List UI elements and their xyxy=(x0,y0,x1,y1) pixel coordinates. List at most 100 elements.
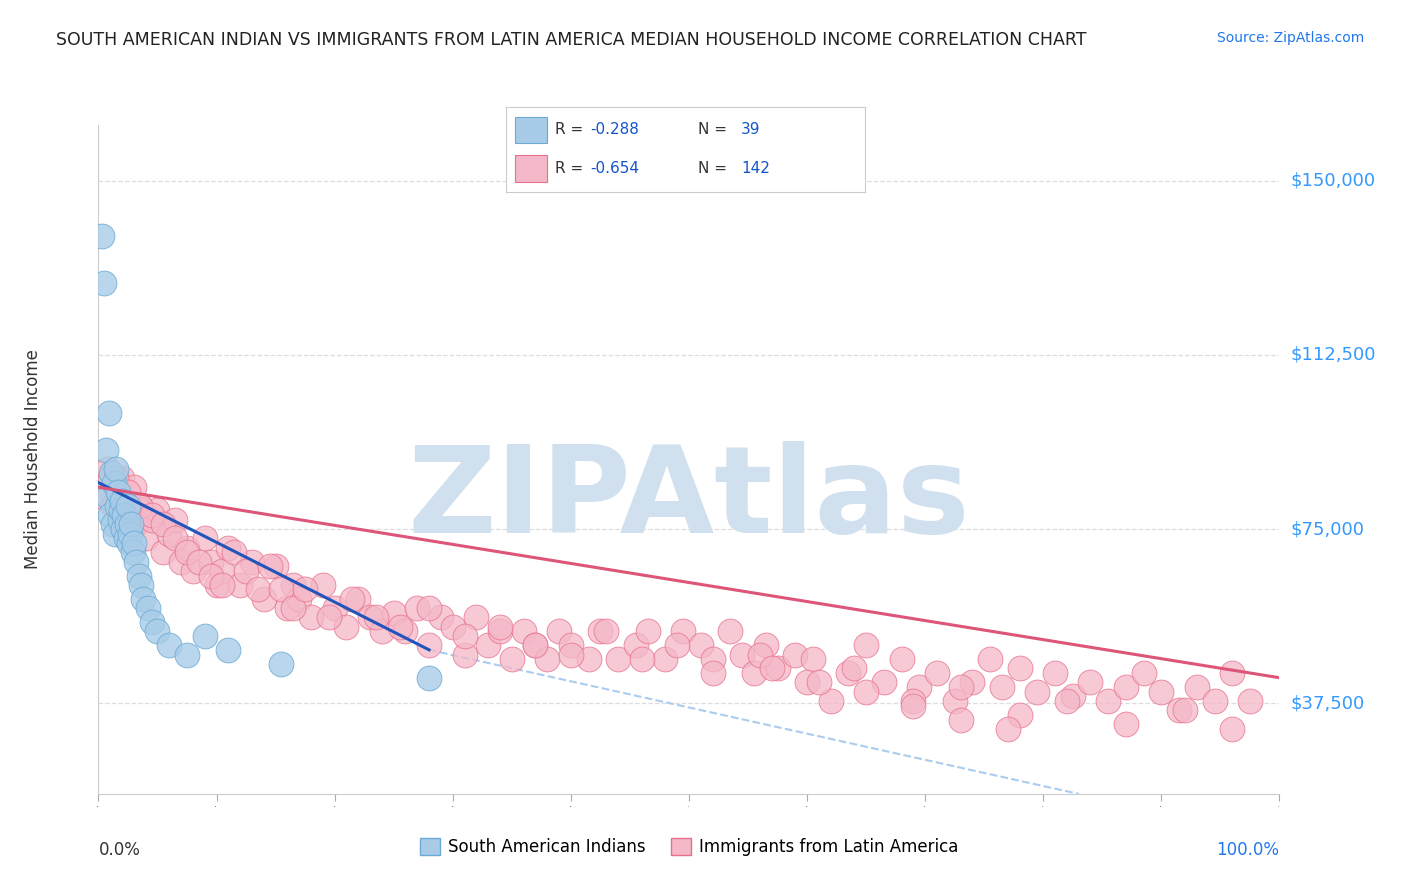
Point xyxy=(205,578,228,592)
Point xyxy=(165,532,187,546)
Point xyxy=(146,624,169,639)
Point xyxy=(1056,694,1078,708)
Point xyxy=(112,508,135,523)
Point xyxy=(979,652,1001,666)
Point xyxy=(128,499,150,513)
Point xyxy=(121,503,143,517)
Point xyxy=(873,675,896,690)
Point xyxy=(122,536,145,550)
Point xyxy=(394,624,416,639)
Point xyxy=(211,578,233,592)
Point xyxy=(141,615,163,629)
Point xyxy=(820,694,842,708)
Point xyxy=(132,591,155,606)
Text: N =: N = xyxy=(697,161,733,176)
Point xyxy=(299,610,322,624)
Point xyxy=(98,471,121,485)
Point xyxy=(1115,717,1137,731)
Point xyxy=(97,461,120,475)
Point xyxy=(524,638,547,652)
Point xyxy=(903,694,925,708)
Point xyxy=(187,555,209,569)
Point xyxy=(152,517,174,532)
Point xyxy=(489,619,512,633)
Point xyxy=(115,517,138,532)
Point xyxy=(755,638,778,652)
Point xyxy=(94,443,117,458)
Text: $150,000: $150,000 xyxy=(1291,171,1375,190)
Text: -0.654: -0.654 xyxy=(591,161,640,176)
Point xyxy=(110,503,132,517)
Point xyxy=(1008,661,1031,675)
Point xyxy=(702,666,724,681)
Point xyxy=(194,629,217,643)
Point xyxy=(108,503,131,517)
Point xyxy=(229,578,252,592)
Point xyxy=(855,684,877,698)
Point xyxy=(925,666,948,681)
Point xyxy=(323,601,346,615)
Point xyxy=(157,638,180,652)
Point xyxy=(93,276,115,290)
Point xyxy=(702,652,724,666)
Point xyxy=(382,606,405,620)
Point xyxy=(112,499,135,513)
Point xyxy=(560,648,582,662)
Point xyxy=(607,652,630,666)
Point xyxy=(718,624,741,639)
Point xyxy=(194,532,217,546)
Point xyxy=(318,610,340,624)
Point xyxy=(855,638,877,652)
Point xyxy=(418,601,440,615)
Bar xyxy=(515,155,547,182)
Point xyxy=(949,713,972,727)
Point xyxy=(1132,666,1154,681)
Text: $112,500: $112,500 xyxy=(1291,346,1376,364)
Text: 39: 39 xyxy=(741,122,761,137)
Point xyxy=(121,545,143,559)
Point xyxy=(101,499,124,513)
Point xyxy=(176,545,198,559)
Point xyxy=(97,490,120,504)
Point xyxy=(117,499,139,513)
Point xyxy=(890,652,912,666)
Point xyxy=(128,499,150,513)
Point xyxy=(1008,707,1031,722)
Point xyxy=(114,532,136,546)
Point xyxy=(477,638,499,652)
Text: ZIPAtlas: ZIPAtlas xyxy=(408,441,970,558)
Point xyxy=(283,578,305,592)
Point xyxy=(141,513,163,527)
Point xyxy=(908,680,931,694)
Text: 142: 142 xyxy=(741,161,770,176)
Point xyxy=(748,648,770,662)
Text: 100.0%: 100.0% xyxy=(1216,840,1279,859)
Point xyxy=(589,624,612,639)
Point xyxy=(666,638,689,652)
Point xyxy=(766,661,789,675)
Point xyxy=(105,480,128,494)
Text: N =: N = xyxy=(697,122,733,137)
Point xyxy=(240,555,263,569)
Point xyxy=(288,591,311,606)
Point xyxy=(200,555,222,569)
Point xyxy=(120,526,142,541)
Text: Source: ZipAtlas.com: Source: ZipAtlas.com xyxy=(1216,31,1364,45)
Point xyxy=(276,601,298,615)
Point xyxy=(246,582,269,597)
Point xyxy=(259,559,281,574)
Point xyxy=(630,652,652,666)
Point xyxy=(1239,694,1261,708)
Text: SOUTH AMERICAN INDIAN VS IMMIGRANTS FROM LATIN AMERICA MEDIAN HOUSEHOLD INCOME C: SOUTH AMERICAN INDIAN VS IMMIGRANTS FROM… xyxy=(56,31,1087,49)
Point xyxy=(253,591,276,606)
Point xyxy=(512,624,534,639)
Point xyxy=(125,555,148,569)
Point xyxy=(104,526,127,541)
Point xyxy=(371,624,394,639)
Point xyxy=(105,471,128,485)
Point xyxy=(1097,694,1119,708)
Point xyxy=(121,517,143,532)
Text: R =: R = xyxy=(554,122,588,137)
Point xyxy=(176,541,198,555)
Point xyxy=(107,484,129,499)
